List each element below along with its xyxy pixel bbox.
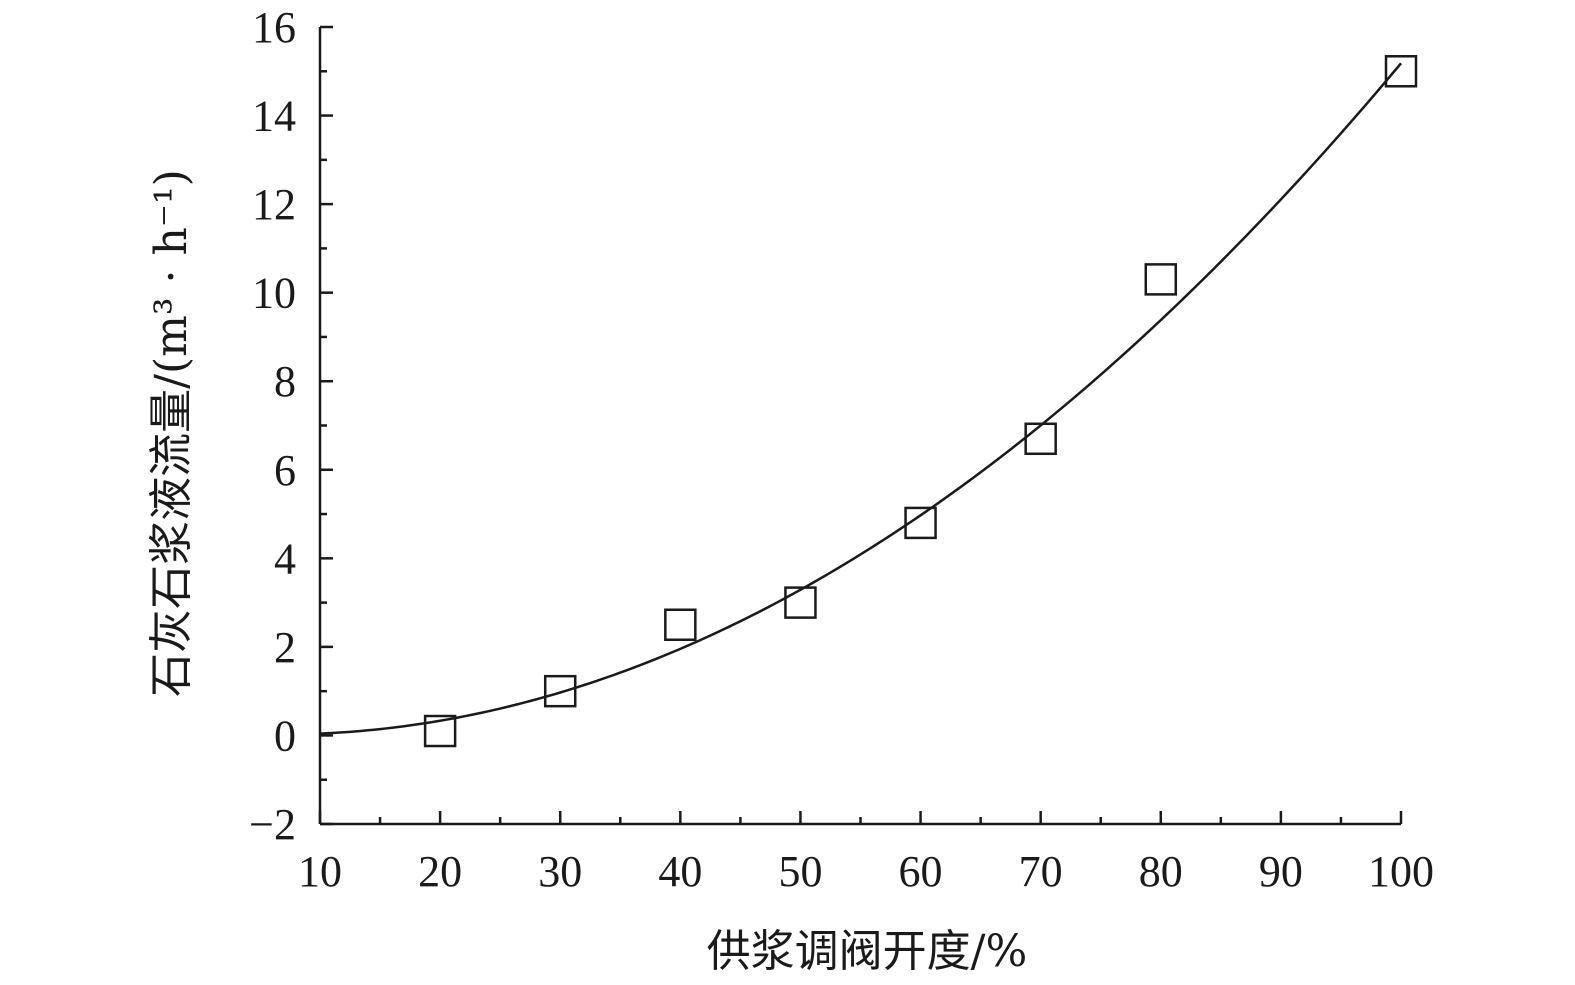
fit-curve xyxy=(319,62,1402,735)
y-tick-label: 8 xyxy=(274,357,296,406)
y-axis-title: 石灰石浆液流量/(m³ · h⁻¹) xyxy=(146,169,197,697)
x-tick-label: 60 xyxy=(899,847,943,896)
y-tick-label: 0 xyxy=(274,711,296,760)
y-tick-label: 6 xyxy=(274,446,296,495)
y-tick-label: −2 xyxy=(249,800,296,849)
x-tick-label: 20 xyxy=(418,847,462,896)
y-tick-label: 4 xyxy=(274,534,296,583)
y-tick-label: 14 xyxy=(252,92,296,141)
x-tick-label: 90 xyxy=(1259,847,1303,896)
y-tick-label: 2 xyxy=(274,623,296,672)
y-tick-label: 12 xyxy=(252,180,296,229)
x-axis-title: 供浆调阀开度/% xyxy=(707,926,1028,977)
x-tick-label: 100 xyxy=(1368,847,1434,896)
data-point xyxy=(664,608,697,641)
ticks: 10 20 30 40 50 60 70 80 90 100 −2 0 2 4 6 8 10 12 14 16 xyxy=(249,3,1434,896)
data-points xyxy=(423,55,1418,748)
fit-curve-group xyxy=(319,62,1402,735)
data-point xyxy=(1144,263,1178,296)
x-tick-label: 10 xyxy=(298,847,342,896)
data-point xyxy=(904,506,937,540)
x-tick-label: 50 xyxy=(778,847,822,896)
data-point xyxy=(423,714,457,748)
x-tick-label: 40 xyxy=(658,847,702,896)
data-point xyxy=(1384,55,1418,88)
x-tick-label: 70 xyxy=(1019,847,1063,896)
data-point xyxy=(1024,422,1057,456)
y-tick-label: 10 xyxy=(252,269,296,318)
y-tick-label: 16 xyxy=(252,3,296,52)
axes xyxy=(318,27,1401,826)
x-tick-label: 30 xyxy=(538,847,582,896)
x-tick-label: 80 xyxy=(1139,847,1183,896)
data-point xyxy=(543,674,577,708)
data-point xyxy=(784,586,817,619)
